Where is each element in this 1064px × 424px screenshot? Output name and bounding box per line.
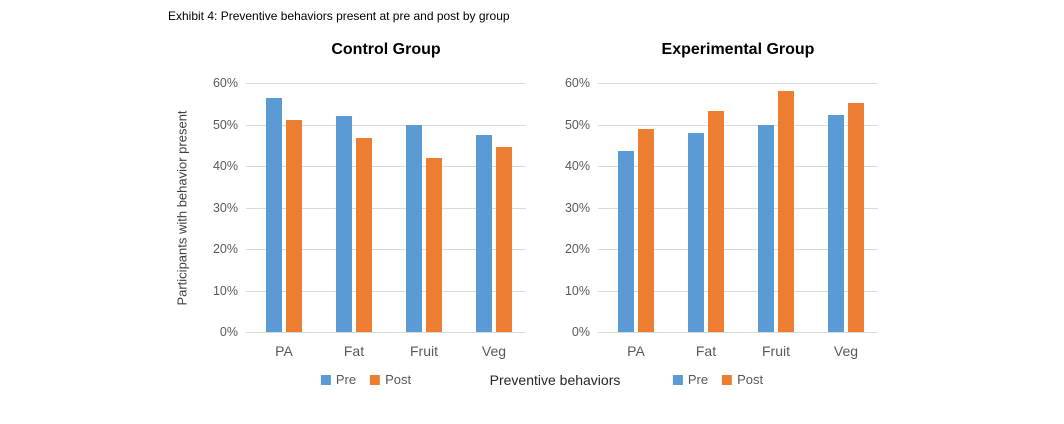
gridline [246,166,526,167]
gridline [246,290,526,292]
y-tick-label: 0% [219,325,238,339]
bar-post-fat [356,138,372,332]
x-tick-label: Fruit [410,343,438,359]
y-tick-label: 30% [212,200,238,215]
exhibit-title: Exhibit 4: Preventive behaviors present … [168,9,510,23]
bar-pre-fruit [406,124,422,332]
legend-label-pre: Pre [687,372,709,387]
legend-swatch-pre [320,375,331,385]
y-tick-label: 0% [571,325,590,339]
legend-label-post: Post [385,372,412,387]
bar-post-fruit [426,157,442,332]
x-tick-label: Veg [833,343,859,359]
legend: Pre Post [672,372,763,388]
gridline [598,207,878,209]
x-axis-label: Preventive behaviors [489,372,621,388]
bar-pre-pa [618,151,634,332]
bar-pre-fat [336,116,352,332]
legend-item-post: Post [722,372,763,388]
y-tick-label: 40% [212,159,238,173]
legend-label-pre: Pre [335,372,357,387]
legend-swatch-post [370,375,381,385]
gridline [246,83,526,84]
bar-pre-pa [266,97,282,332]
y-tick-label: 60% [212,76,238,90]
legend-item-pre: Pre [672,372,709,388]
gridline [598,83,878,84]
gridline [246,249,526,250]
bar-post-veg [848,102,864,332]
gridline [598,249,878,250]
gridline [246,207,526,209]
legend: Pre Post [320,372,411,388]
x-tick-label: PA [627,343,645,359]
x-tick-label: Fat [695,343,717,359]
gridline [598,124,878,126]
chart-title: Experimental Group [661,41,815,58]
y-tick-label: 10% [212,283,238,298]
gridline [246,124,526,126]
bar-pre-veg [828,114,844,332]
bar-pre-veg [476,134,492,332]
x-tick-label: Veg [481,343,507,359]
bar-post-fruit [778,91,794,332]
x-tick-label: Fat [343,343,365,359]
y-tick-label: 50% [212,117,238,132]
y-axis-title: Participants with behavior present [174,109,190,306]
bar-pre-fruit [758,124,774,332]
bar-post-veg [496,147,512,332]
gridline [246,332,526,333]
y-tick-label: 60% [564,76,590,90]
bar-post-pa [638,128,654,332]
legend-item-pre: Pre [320,372,357,388]
legend-swatch-post [722,375,733,385]
legend-item-post: Post [370,372,411,388]
chart-title: Control Group [331,41,441,58]
y-tick-label: 30% [564,200,590,215]
gridline [598,166,878,167]
y-tick-label: 40% [564,159,590,173]
x-tick-label: Fruit [762,343,790,359]
y-tick-label: 50% [564,117,590,132]
y-tick-label: 20% [212,242,238,256]
gridline [598,290,878,292]
bar-post-fat [708,110,724,332]
legend-swatch-pre [672,375,683,385]
x-tick-label: PA [275,343,293,359]
gridline [598,332,878,333]
y-tick-label: 10% [564,283,590,298]
legend-label-post: Post [737,372,764,387]
y-tick-label: 20% [564,242,590,256]
bar-post-pa [286,120,302,332]
bar-pre-fat [688,132,704,332]
